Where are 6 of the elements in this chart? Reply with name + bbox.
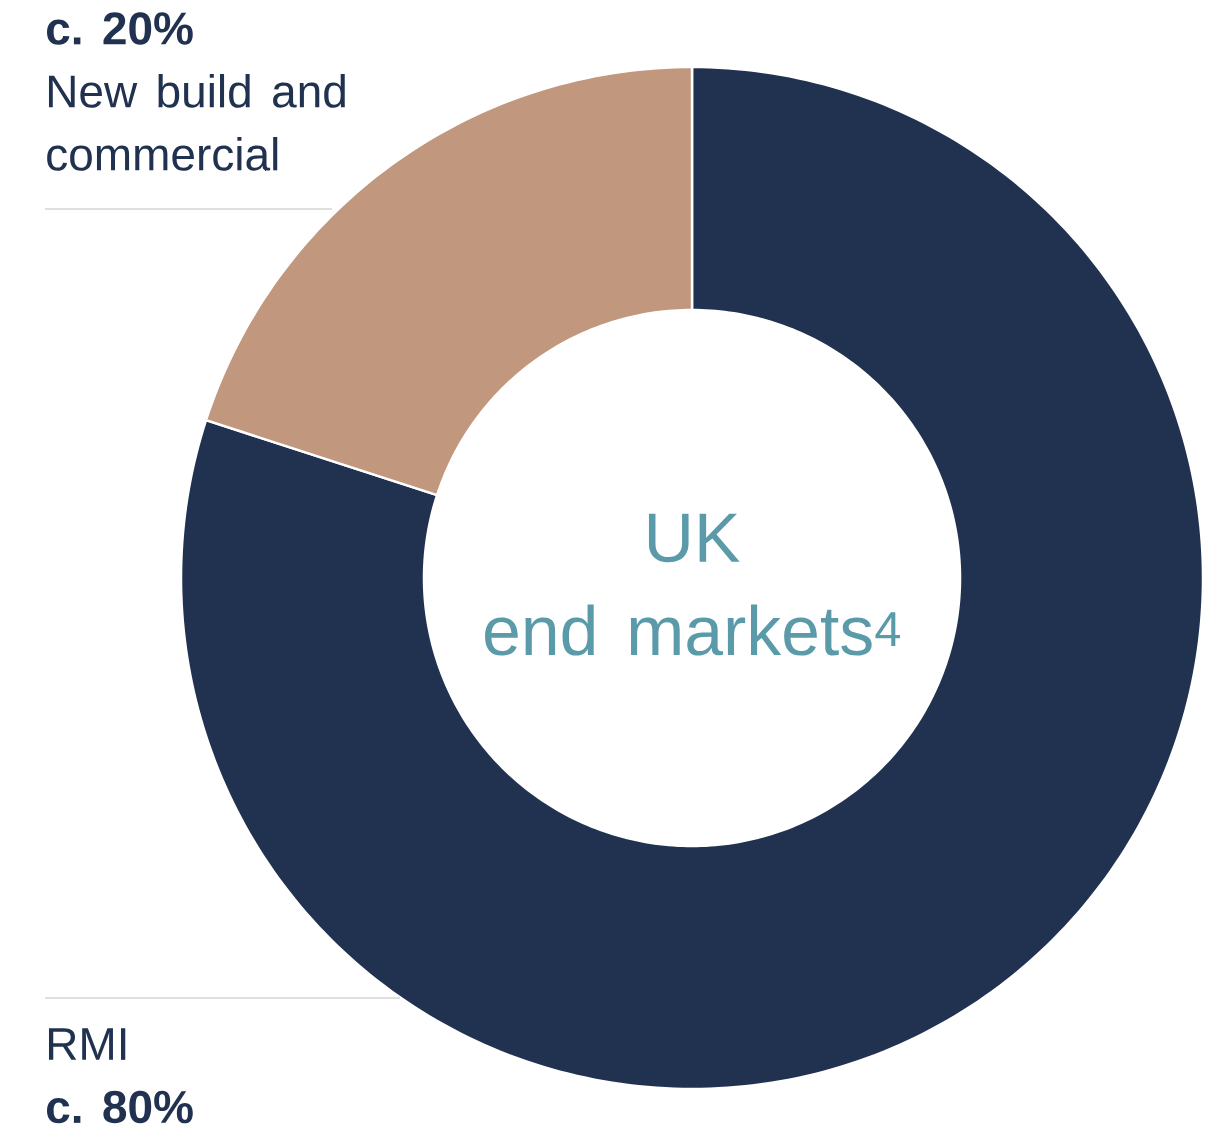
slice-label: New build and commercial <box>47 73 345 171</box>
text: UK <box>648 513 740 563</box>
slice-label: RMI <box>48 1028 126 1060</box>
data-label: c. 20% <box>47 12 193 45</box>
text: end markets$^{4}$ <box>485 604 901 656</box>
data-label: c. 80% <box>47 1090 193 1124</box>
